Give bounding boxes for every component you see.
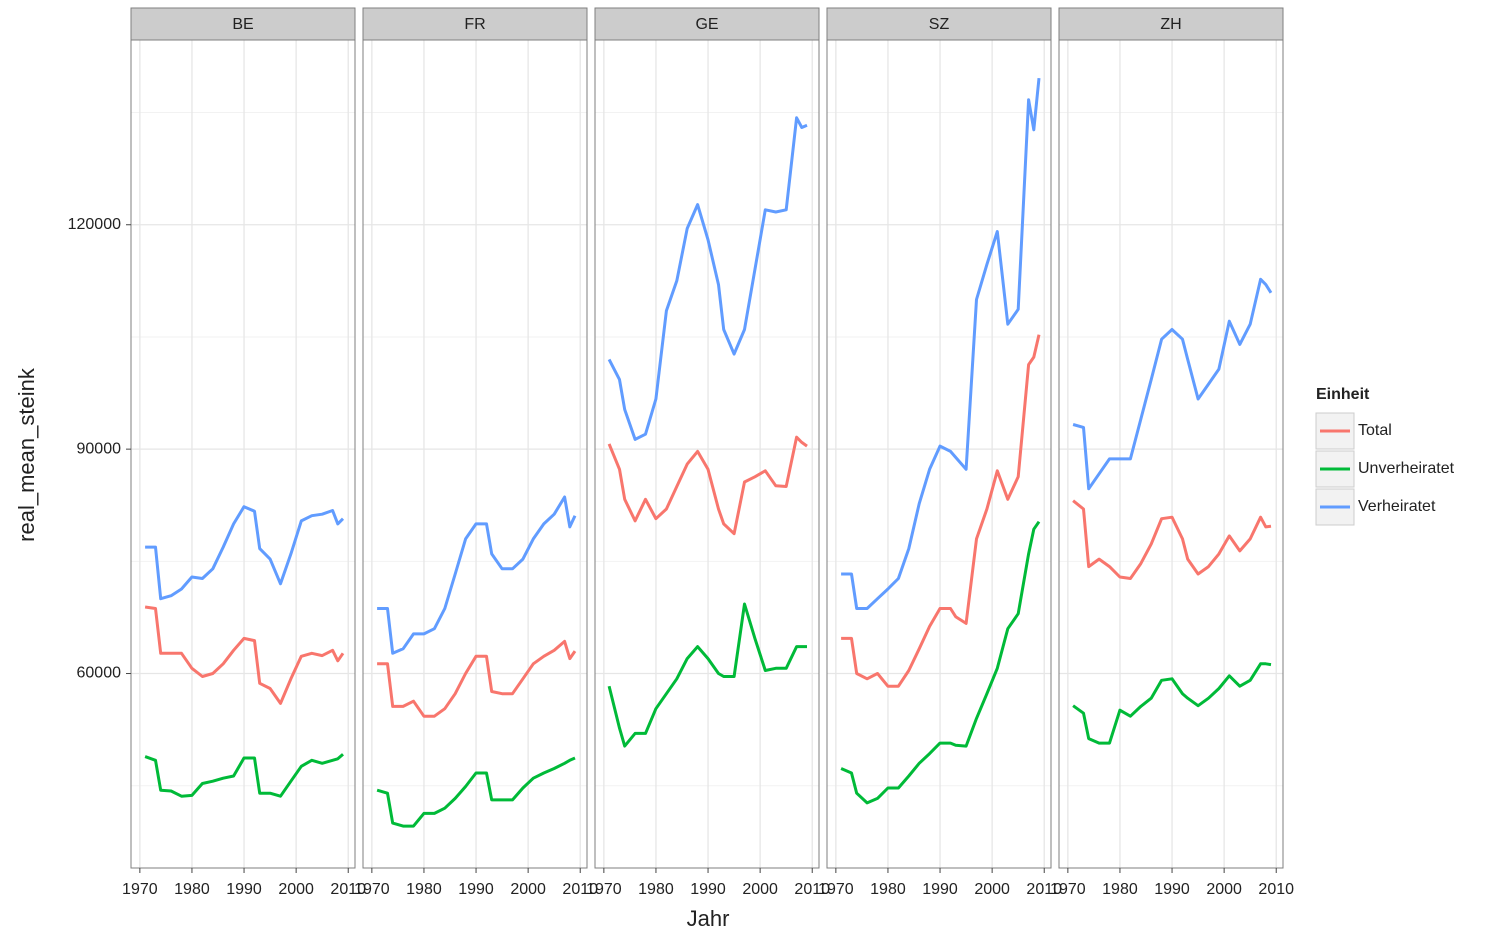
- y-tick-label: 90000: [77, 440, 122, 457]
- x-tick-label: 2000: [1206, 881, 1242, 898]
- panel: [131, 40, 355, 868]
- x-tick-label: 2010: [1026, 881, 1062, 898]
- strip: [130, 7, 356, 41]
- x-tick-label: 1980: [406, 881, 442, 898]
- x-tick-label: 2000: [510, 881, 546, 898]
- y-tick-label: 60000: [77, 665, 122, 682]
- panel: [363, 40, 587, 868]
- x-tick-label: 1990: [458, 881, 494, 898]
- x-tick-label: 1980: [638, 881, 674, 898]
- strip: [1058, 7, 1284, 41]
- x-tick-label: 1990: [922, 881, 958, 898]
- strip: [362, 7, 588, 41]
- x-tick-label: 1970: [122, 881, 158, 898]
- x-tick-label: 1970: [818, 881, 854, 898]
- series-line: [144, 605, 345, 705]
- series-line: [607, 116, 808, 441]
- x-tick-label: 1990: [1154, 881, 1190, 898]
- panel: [1059, 40, 1283, 868]
- series-line: [377, 639, 577, 718]
- series-line: [841, 334, 1041, 688]
- series-line: [1072, 277, 1273, 491]
- y-tick-label: 120000: [68, 216, 121, 233]
- x-tick-label: 2000: [974, 881, 1010, 898]
- strip-label: BE: [232, 16, 253, 33]
- series-line: [145, 505, 345, 601]
- legend-label: Verheiratet: [1358, 498, 1436, 515]
- strip: [594, 7, 820, 41]
- series-line: [1072, 499, 1272, 580]
- x-tick-label: 1980: [870, 881, 906, 898]
- panel: [595, 40, 819, 868]
- strip-label: FR: [464, 16, 485, 33]
- x-tick-label: 1990: [690, 881, 726, 898]
- x-tick-label: 1990: [226, 881, 262, 898]
- x-tick-label: 2010: [330, 881, 366, 898]
- y-axis-label: real_mean_steink: [14, 367, 39, 542]
- x-axis-label: Jahr: [687, 906, 730, 931]
- x-tick-label: 2000: [278, 881, 314, 898]
- x-tick-label: 1980: [1102, 881, 1138, 898]
- panel: [827, 40, 1051, 868]
- series-line: [144, 753, 344, 798]
- legend-title: Einheit: [1316, 386, 1370, 403]
- x-tick-label: 1980: [174, 881, 210, 898]
- strip: [826, 7, 1052, 41]
- strip-label: SZ: [929, 16, 950, 33]
- series-line: [841, 77, 1041, 610]
- series-line: [377, 495, 577, 655]
- series-line: [376, 756, 576, 828]
- x-tick-label: 1970: [1050, 881, 1086, 898]
- series-line: [607, 602, 807, 748]
- x-tick-label: 1970: [354, 881, 390, 898]
- x-tick-label: 2010: [1258, 881, 1294, 898]
- x-tick-label: 1970: [586, 881, 622, 898]
- x-tick-label: 2010: [794, 881, 830, 898]
- series-line: [840, 520, 1041, 805]
- series-line: [607, 435, 808, 536]
- x-tick-label: 2010: [562, 881, 598, 898]
- legend-label: Total: [1358, 422, 1392, 439]
- strip-label: ZH: [1160, 16, 1181, 33]
- x-tick-label: 2000: [742, 881, 778, 898]
- series-line: [1072, 662, 1272, 745]
- legend-label: Unverheiratet: [1358, 460, 1455, 477]
- strip-label: GE: [695, 16, 718, 33]
